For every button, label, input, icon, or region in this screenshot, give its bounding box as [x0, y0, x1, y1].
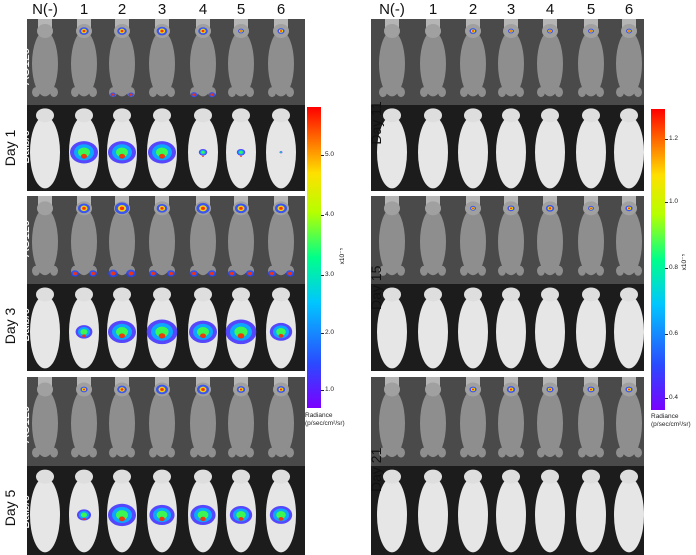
mouse-balbc: [576, 108, 606, 189]
panel-day1: [27, 19, 305, 191]
col-header: 6: [276, 1, 286, 18]
col-header: 5: [586, 1, 596, 18]
col-header: N(-): [379, 1, 405, 18]
strain-label: AG129: [18, 47, 32, 85]
mouse-balbc: [576, 287, 606, 369]
col-header: 2: [468, 1, 478, 18]
radiance-colorbar: [307, 107, 321, 408]
panel-day5: [27, 377, 305, 555]
mouse-ag129: [578, 377, 604, 458]
day-label: Day 11: [368, 101, 384, 145]
mouse-ag129: [32, 377, 58, 458]
radiance-colorbar: [651, 109, 665, 410]
mouse-ag129: [71, 19, 97, 98]
col-header: N(-): [32, 1, 58, 18]
col-header: 4: [545, 1, 555, 18]
mouse-balbc: [377, 287, 407, 369]
scale-exponent: x10⁻⁵: [681, 253, 688, 271]
mouse-ag129: [379, 377, 405, 458]
mouse-ag129: [420, 377, 446, 458]
scale-exponent: x10⁻⁵: [339, 247, 346, 265]
mouse-ag129: [190, 19, 216, 98]
mouse-balbc: [458, 108, 488, 189]
scale-tick: 1.0: [669, 198, 679, 205]
mouse-balbc: [30, 108, 60, 189]
mouse-ag129: [268, 377, 294, 458]
mouse-balbc: [535, 469, 565, 553]
col-header: 4: [198, 1, 208, 18]
mouse-balbc: [535, 108, 565, 189]
panel-day3: [27, 196, 305, 371]
strain-label: Balb/c: [18, 495, 32, 529]
col-header: 1: [428, 1, 438, 18]
day-label: Day 21: [368, 447, 384, 492]
col-header: 3: [157, 1, 167, 18]
mouse-ag129: [537, 19, 563, 98]
mouse-ag129: [228, 377, 254, 458]
day-label: Day 5: [2, 489, 18, 527]
mouse-balbc: [496, 108, 526, 189]
day-label: Day 3: [2, 307, 18, 345]
mouse-balbc: [535, 287, 565, 369]
strain-label: Balb/c: [18, 308, 32, 342]
mouse-ag129: [71, 377, 97, 458]
panel-day11: [371, 19, 644, 191]
panel-day15: [371, 196, 644, 371]
scale-tick: 0.4: [669, 394, 679, 401]
mouse-ag129: [420, 19, 446, 98]
scale-tick: 2.0: [325, 329, 335, 336]
scale-unit: Radiance: [651, 413, 679, 420]
mouse-balbc: [30, 469, 60, 553]
mouse-balbc: [377, 469, 407, 553]
scale-tick: 1.2: [669, 135, 679, 142]
mouse-balbc: [458, 469, 488, 553]
scale-tick: 0.6: [669, 330, 679, 337]
scale-tick: 1.0: [325, 386, 335, 393]
mouse-balbc: [418, 287, 448, 369]
col-header: 5: [236, 1, 246, 18]
mouse-balbc: [418, 469, 448, 553]
mouse-balbc: [614, 287, 644, 369]
mouse-ag129: [379, 196, 405, 276]
mouse-ag129: [537, 196, 563, 276]
mouse-balbc: [377, 108, 407, 189]
mouse-balbc: [576, 469, 606, 553]
mouse-balbc: [496, 469, 526, 553]
scale-unit: (p/sec/cm²/sr): [651, 421, 691, 428]
day-label: Day 1: [2, 129, 18, 167]
mouse-ag129: [379, 19, 405, 98]
mouse-ag129: [460, 377, 486, 458]
strain-label: AG129: [18, 405, 32, 443]
mouse-ag129: [228, 19, 254, 98]
col-header: 1: [79, 1, 89, 18]
mouse-balbc: [418, 108, 448, 189]
scale-tick: 4.0: [325, 211, 335, 218]
scale-tick: 5.0: [325, 151, 335, 158]
mouse-ag129: [32, 196, 58, 276]
mouse-balbc: [614, 469, 644, 553]
scale-tick: 3.0: [325, 271, 335, 278]
col-header: 2: [117, 1, 127, 18]
mouse-ag129: [616, 19, 642, 98]
panel-day21: [371, 377, 644, 555]
col-header: 3: [506, 1, 516, 18]
mouse-balbc: [614, 108, 644, 189]
strain-label: AG129: [18, 219, 32, 257]
mouse-ag129: [149, 19, 175, 98]
strain-label: Balb/c: [18, 130, 32, 164]
scale-tick: 0.8: [669, 264, 679, 271]
scale-unit: (p/sec/cm²/sr): [305, 420, 345, 427]
scale-unit: Radiance: [305, 412, 333, 419]
mouse-ag129: [420, 196, 446, 276]
mouse-balbc: [496, 287, 526, 369]
mouse-ag129: [498, 196, 524, 276]
mouse-ag129: [498, 377, 524, 458]
mouse-balbc: [30, 287, 60, 369]
mouse-balbc: [458, 287, 488, 369]
col-header: 6: [624, 1, 634, 18]
day-label: Day 15: [368, 265, 384, 310]
mouse-ag129: [32, 19, 58, 98]
mouse-ag129: [537, 377, 563, 458]
